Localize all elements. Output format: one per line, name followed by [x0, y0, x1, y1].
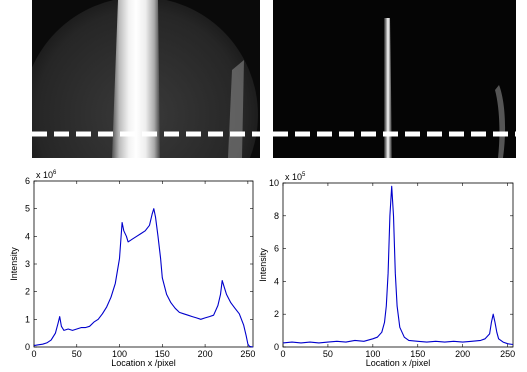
camera-image-right — [273, 0, 516, 158]
x-tick-label: 150 — [155, 349, 170, 359]
y-tick-label: 5 — [25, 204, 30, 214]
y-tick-label: 4 — [274, 276, 279, 286]
x-tick-label: 0 — [280, 349, 285, 359]
y-axis-title: Intensity — [9, 247, 19, 281]
y-tick-label: 6 — [274, 244, 279, 254]
chart-1: 0 50 100 150 200 250 0 2 4 6 8 10 x 105 Location x /p… — [258, 172, 515, 368]
x-tick-label: 200 — [198, 349, 213, 359]
x-tick-label: 50 — [72, 349, 82, 359]
x-tick-label: 250 — [500, 349, 515, 359]
y-tick-label: 4 — [25, 231, 30, 241]
narrow-beam — [384, 18, 392, 158]
y-tick-label: 2 — [274, 309, 279, 319]
series-line — [33, 208, 254, 348]
x-axis-title: Location x /pixel — [111, 358, 176, 368]
x-axis-title: Location x /pixel — [366, 358, 431, 368]
y-tick-label: 2 — [25, 287, 30, 297]
y-tick-label: 6 — [25, 176, 30, 186]
x-tick-label: 100 — [112, 349, 127, 359]
y-axis-title: Intensity — [258, 248, 268, 282]
plot-area — [282, 182, 514, 348]
x-tick-label: 100 — [365, 349, 380, 359]
y-exponent-label: x 106 — [36, 170, 57, 180]
y-tick-label: 8 — [274, 211, 279, 221]
x-tick-label: 250 — [240, 349, 255, 359]
x-tick-label: 0 — [31, 349, 36, 359]
y-tick-label: 0 — [25, 342, 30, 352]
chart-0: 0 50 100 150 200 250 0 1 2 3 4 5 6 x 106 Location x /p… — [9, 170, 255, 368]
y-tick-label: 3 — [25, 259, 30, 269]
y-tick-label: 1 — [25, 314, 30, 324]
bright-beam — [112, 0, 160, 158]
plot-area — [33, 180, 254, 348]
x-tick-label: 200 — [455, 349, 470, 359]
x-tick-label: 150 — [410, 349, 425, 359]
y-exponent-label: x 105 — [285, 172, 306, 182]
series-line — [282, 185, 514, 346]
y-tick-label: 0 — [274, 342, 279, 352]
y-tick-label: 10 — [269, 178, 279, 188]
camera-image-left — [32, 0, 260, 158]
x-tick-label: 50 — [323, 349, 333, 359]
